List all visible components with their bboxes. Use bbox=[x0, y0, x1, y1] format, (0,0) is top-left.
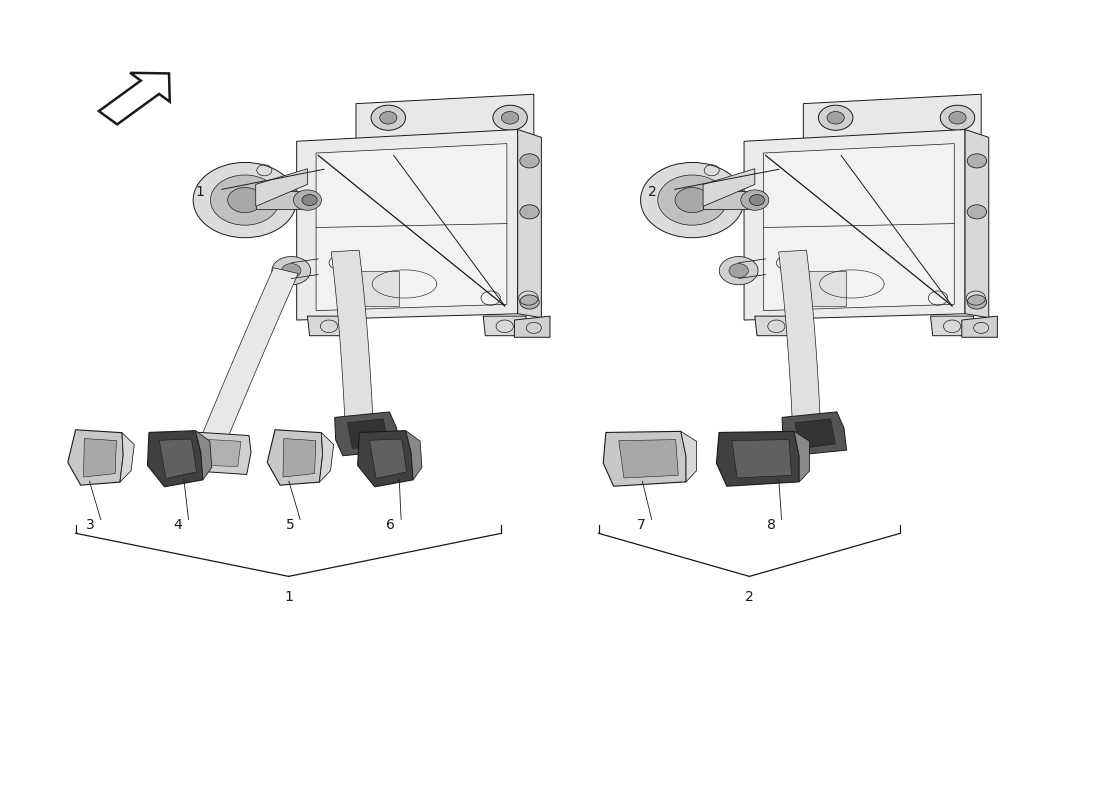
Polygon shape bbox=[255, 169, 307, 206]
Polygon shape bbox=[703, 190, 757, 210]
Polygon shape bbox=[406, 430, 422, 480]
Polygon shape bbox=[201, 439, 241, 466]
Polygon shape bbox=[803, 94, 981, 144]
Circle shape bbox=[949, 111, 966, 124]
Circle shape bbox=[967, 295, 987, 309]
Polygon shape bbox=[307, 316, 351, 336]
Polygon shape bbox=[716, 431, 800, 486]
Polygon shape bbox=[297, 130, 518, 320]
Circle shape bbox=[640, 162, 744, 238]
Polygon shape bbox=[345, 270, 399, 306]
Text: 6: 6 bbox=[386, 518, 395, 533]
Polygon shape bbox=[744, 130, 965, 320]
Circle shape bbox=[228, 187, 262, 213]
Circle shape bbox=[520, 154, 539, 168]
Polygon shape bbox=[795, 419, 836, 449]
Circle shape bbox=[210, 175, 279, 225]
Text: 4: 4 bbox=[174, 518, 183, 533]
Circle shape bbox=[371, 106, 406, 130]
Circle shape bbox=[740, 190, 769, 210]
Polygon shape bbox=[196, 430, 211, 480]
Polygon shape bbox=[703, 169, 755, 206]
Polygon shape bbox=[68, 430, 123, 485]
Polygon shape bbox=[483, 316, 526, 336]
Polygon shape bbox=[965, 130, 989, 318]
Circle shape bbox=[520, 295, 539, 309]
Polygon shape bbox=[84, 438, 117, 477]
Polygon shape bbox=[267, 430, 322, 485]
Polygon shape bbox=[961, 316, 998, 338]
Polygon shape bbox=[681, 431, 696, 482]
Polygon shape bbox=[619, 439, 679, 478]
Circle shape bbox=[493, 106, 527, 130]
Polygon shape bbox=[518, 130, 541, 318]
Polygon shape bbox=[147, 430, 202, 486]
Polygon shape bbox=[763, 144, 955, 310]
Polygon shape bbox=[316, 144, 507, 310]
Text: 7: 7 bbox=[637, 518, 646, 533]
Polygon shape bbox=[603, 431, 686, 486]
Polygon shape bbox=[283, 438, 316, 477]
Polygon shape bbox=[755, 316, 797, 336]
Polygon shape bbox=[319, 433, 333, 482]
Circle shape bbox=[502, 111, 519, 124]
Polygon shape bbox=[792, 270, 847, 306]
Circle shape bbox=[729, 263, 748, 278]
Circle shape bbox=[282, 263, 301, 278]
Circle shape bbox=[520, 205, 539, 219]
Circle shape bbox=[675, 187, 710, 213]
Circle shape bbox=[818, 106, 852, 130]
Polygon shape bbox=[188, 432, 251, 474]
Circle shape bbox=[967, 205, 987, 219]
Polygon shape bbox=[515, 316, 550, 338]
Text: 2: 2 bbox=[745, 590, 754, 604]
Text: 8: 8 bbox=[767, 518, 775, 533]
Polygon shape bbox=[782, 412, 847, 456]
Polygon shape bbox=[356, 94, 534, 144]
Polygon shape bbox=[358, 430, 414, 486]
Circle shape bbox=[719, 257, 758, 285]
Text: 5: 5 bbox=[286, 518, 295, 533]
Polygon shape bbox=[334, 412, 399, 456]
Text: 1: 1 bbox=[195, 186, 205, 199]
Polygon shape bbox=[779, 250, 821, 428]
Polygon shape bbox=[120, 433, 134, 482]
Circle shape bbox=[967, 154, 987, 168]
Circle shape bbox=[749, 194, 764, 206]
Polygon shape bbox=[331, 250, 373, 428]
Polygon shape bbox=[732, 439, 792, 478]
Polygon shape bbox=[931, 316, 974, 336]
Circle shape bbox=[940, 106, 975, 130]
Circle shape bbox=[379, 111, 397, 124]
Polygon shape bbox=[370, 439, 407, 478]
Circle shape bbox=[658, 175, 727, 225]
Circle shape bbox=[827, 111, 845, 124]
Text: 2: 2 bbox=[648, 186, 657, 199]
Polygon shape bbox=[794, 431, 810, 482]
Text: 3: 3 bbox=[87, 518, 95, 533]
Text: 1: 1 bbox=[284, 590, 293, 604]
Polygon shape bbox=[160, 439, 197, 478]
Circle shape bbox=[194, 162, 297, 238]
Polygon shape bbox=[198, 268, 298, 450]
Circle shape bbox=[272, 257, 310, 285]
Circle shape bbox=[302, 194, 317, 206]
Circle shape bbox=[294, 190, 321, 210]
Polygon shape bbox=[348, 419, 388, 449]
Polygon shape bbox=[255, 190, 309, 210]
